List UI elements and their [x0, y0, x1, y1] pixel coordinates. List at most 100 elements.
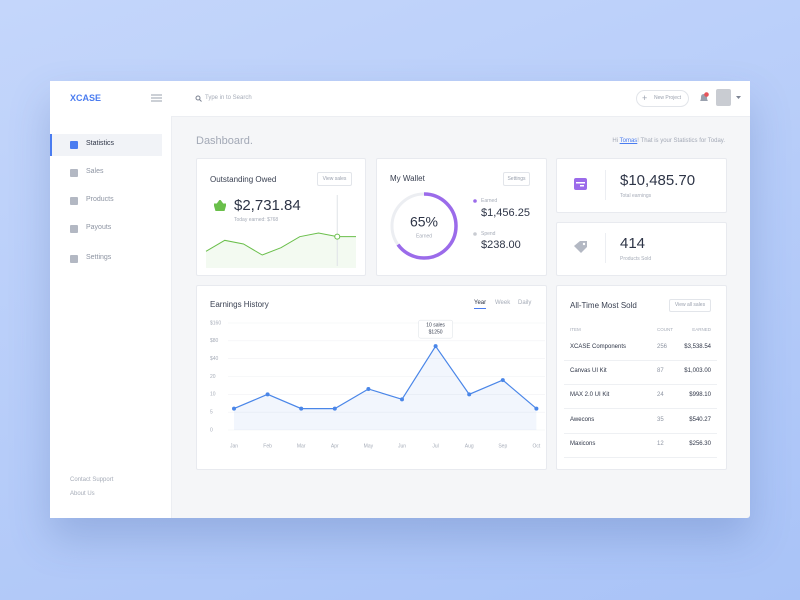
notification-bell[interactable]	[698, 92, 710, 104]
new-project-button[interactable]: New Project	[636, 90, 689, 107]
y-tick-label: 0	[210, 427, 213, 433]
footer-link[interactable]: About Us	[70, 491, 95, 497]
y-tick-label: $40	[210, 356, 219, 362]
card-title: Outstanding Owed	[210, 175, 277, 184]
nav-item[interactable]: Sales	[86, 168, 104, 175]
earnings-card	[196, 285, 547, 470]
x-tick-label: Apr	[331, 443, 339, 449]
tooltip	[418, 319, 453, 339]
table-cell: Canvas UI Kit	[570, 368, 607, 374]
point	[534, 406, 539, 411]
search-input[interactable]: Type in to Search	[205, 95, 252, 101]
table-cell: MAX 2.0 UI Kit	[570, 392, 610, 398]
nav-item[interactable]: Settings	[86, 254, 112, 261]
table-cell: 35	[657, 417, 664, 423]
table-cell: 256	[657, 344, 668, 350]
x-tick-label: Jul	[432, 443, 438, 449]
x-tick-label: Feb	[263, 443, 272, 449]
nav-item[interactable]: Statistics	[86, 140, 115, 147]
stat-value: $10,485.70	[620, 172, 696, 189]
column-header: ITEM	[570, 327, 581, 332]
x-tick-label: Jun	[398, 443, 406, 449]
point	[366, 386, 371, 391]
y-tick-label: $80	[210, 338, 219, 344]
point	[265, 392, 270, 397]
row-divider	[564, 360, 717, 361]
settings-button[interactable]: Settings	[503, 172, 530, 186]
nav-icon	[70, 225, 78, 233]
x-tick-label: May	[364, 443, 374, 449]
sparkline-area	[206, 233, 356, 268]
table-cell: Awecons	[570, 417, 595, 423]
menu-icon[interactable]	[151, 94, 162, 102]
spent-value: $238.00	[481, 239, 521, 251]
greeting: Hi Tomas! That is your Statistics for To…	[612, 138, 725, 144]
x-tick-label: Mar	[297, 443, 306, 449]
card-title: Earnings History	[210, 300, 269, 309]
sparkline-highlight	[334, 233, 341, 240]
nav-icon	[70, 197, 78, 205]
card-title: All-Time Most Sold	[570, 301, 637, 310]
earned-value: $1,456.25	[481, 207, 530, 219]
greeting-text: Hi	[612, 138, 620, 144]
avatar[interactable]	[716, 89, 731, 106]
nav-icon	[70, 141, 78, 149]
point	[400, 397, 404, 402]
tab[interactable]: Week	[495, 300, 511, 306]
stat-value: 414	[620, 235, 646, 252]
plus-icon: +	[642, 93, 648, 103]
footer-link[interactable]: Contact Support	[70, 477, 114, 483]
card-title: My Wallet	[390, 174, 425, 183]
most-sold-card	[556, 285, 727, 470]
view-all-button[interactable]: View all sales	[669, 299, 711, 312]
tag-icon	[574, 241, 587, 253]
x-tick-label: Oct	[533, 443, 541, 449]
amount-note: Today earned: $768	[234, 217, 279, 223]
header	[171, 81, 750, 117]
search-icon	[195, 95, 202, 102]
y-tick-label: 10	[210, 392, 216, 398]
amount: $2,731.84	[234, 197, 301, 214]
table-cell: $540.27	[689, 417, 711, 423]
column-header: COUNT	[657, 327, 673, 332]
nav-item[interactable]: Products	[86, 196, 114, 203]
nav-icon	[70, 169, 78, 177]
y-tick-label: $160	[210, 320, 221, 326]
card-icon	[574, 178, 587, 190]
tab[interactable]: Daily	[518, 300, 532, 306]
point	[500, 378, 505, 383]
sparkline	[205, 232, 356, 256]
user-link[interactable]: Tomas	[619, 138, 638, 144]
donut-arc	[390, 192, 458, 260]
table-cell: 12	[657, 441, 664, 447]
x-tick-label: Sep	[498, 443, 507, 449]
point	[299, 406, 304, 411]
table-cell: Maxicons	[570, 441, 596, 447]
divider	[605, 233, 606, 263]
column-header: EARNED	[692, 327, 711, 332]
earnings-chart: $160 $80 $40 20 10 5 0 Jan Feb Mar Apr May Jun Jul Aug…	[210, 319, 545, 449]
point	[332, 406, 337, 411]
nav-icon	[70, 255, 78, 263]
table-cell: 24	[657, 392, 664, 398]
nav-item[interactable]: Payouts	[86, 224, 112, 231]
line	[233, 345, 537, 410]
caret[interactable]	[736, 96, 741, 100]
tab[interactable]: Year	[474, 300, 487, 309]
x-tick-label: Jan	[230, 443, 238, 449]
brand[interactable]: XCASE	[70, 93, 102, 103]
y-tick-label: 20	[210, 374, 216, 380]
tooltip-text: 10 sales	[426, 323, 445, 329]
view-sales-button[interactable]: View sales	[317, 172, 352, 186]
table-cell: $998.10	[689, 392, 711, 398]
point	[232, 406, 236, 411]
legend-dot	[473, 199, 477, 203]
row-divider	[564, 384, 717, 385]
donut-percent: 65%	[410, 214, 438, 230]
legend-label: Earned	[481, 198, 498, 204]
tooltip-text: $1250	[429, 330, 443, 336]
greeting-text: ! That is your Statistics for Today.	[637, 138, 725, 144]
table-cell: 87	[657, 368, 664, 374]
x-tick-label: Aug	[465, 443, 474, 449]
donut-label: Earned	[416, 233, 432, 239]
